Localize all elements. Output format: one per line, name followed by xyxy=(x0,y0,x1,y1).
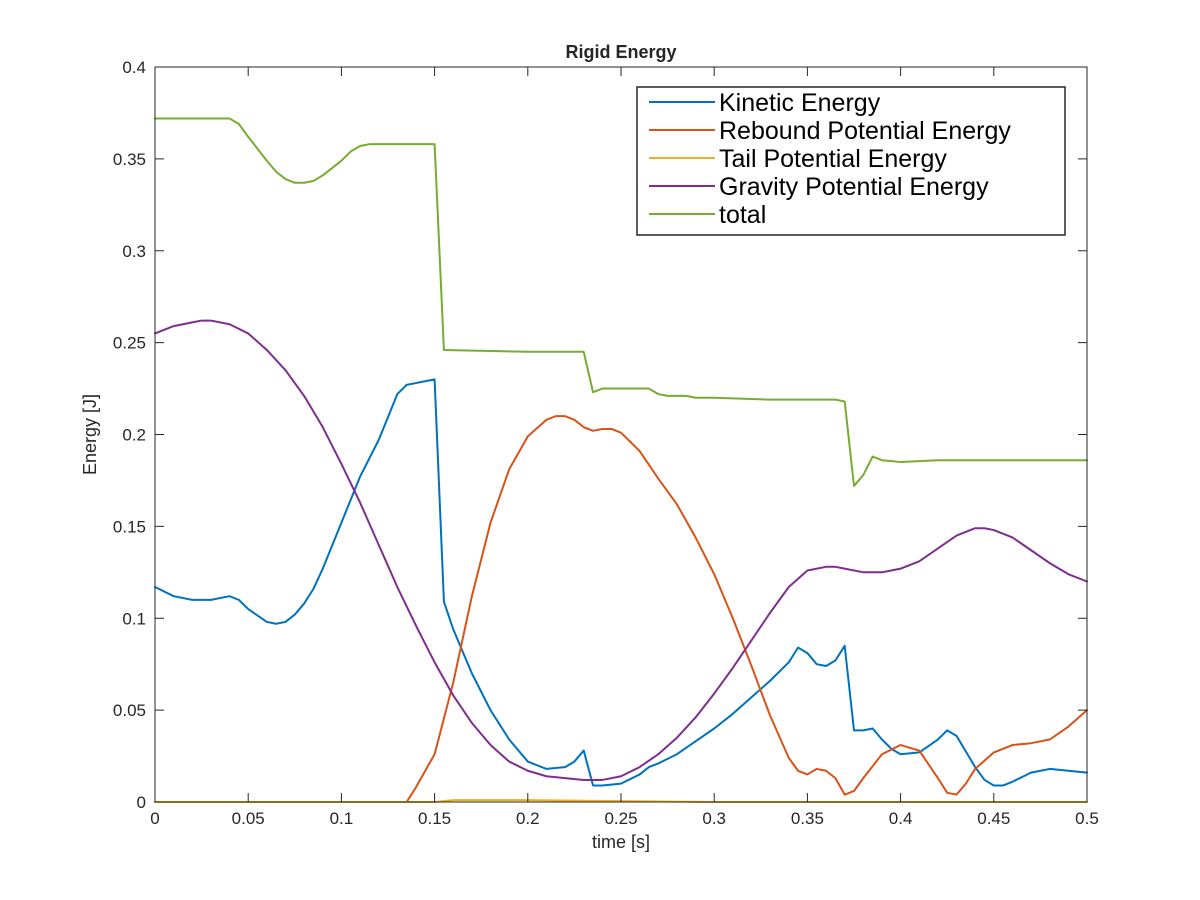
x-tick-label: 0.45 xyxy=(977,809,1010,828)
x-tick-label: 0.05 xyxy=(232,809,265,828)
y-tick-label: 0.4 xyxy=(122,58,146,77)
series-line-1 xyxy=(154,415,1088,803)
legend-box xyxy=(636,86,1066,236)
legend-label-0: Kinetic Energy xyxy=(719,89,881,117)
x-tick-label: 0.3 xyxy=(702,809,726,828)
chart-title: Rigid Energy xyxy=(565,42,676,62)
series-line-0 xyxy=(154,378,1088,787)
legend-label-3: Gravity Potential Energy xyxy=(719,173,989,201)
y-tick-label: 0.25 xyxy=(113,334,146,353)
y-tick-label: 0 xyxy=(137,793,146,812)
y-tick-label: 0.2 xyxy=(122,426,146,445)
legend-label-1: Rebound Potential Energy xyxy=(719,117,1011,145)
x-tick-label: 0 xyxy=(150,809,159,828)
x-tick-label: 0.25 xyxy=(604,809,637,828)
y-axis-title: Energy [J] xyxy=(80,394,100,475)
x-tick-label: 0.2 xyxy=(516,809,540,828)
y-tick-label: 0.1 xyxy=(122,609,146,628)
x-axis-title: time [s] xyxy=(592,832,650,852)
series-line-4 xyxy=(154,117,1088,487)
axes-layer: 0 0.05 0.1 0.15 0.2 0.25 0.3 0.35 0.4 0.45 0.5 0 0.0… xyxy=(113,58,1099,828)
y-tick-label: 0.35 xyxy=(113,150,146,169)
legend-label-2: Tail Potential Energy xyxy=(719,145,947,173)
series-line-3 xyxy=(154,319,1088,781)
y-tick-label: 0.05 xyxy=(113,701,146,720)
x-tick-label: 0.5 xyxy=(1075,809,1099,828)
y-tick-label: 0.15 xyxy=(113,517,146,536)
x-tick-label: 0.35 xyxy=(791,809,824,828)
x-tick-label: 0.15 xyxy=(418,809,451,828)
y-tick-label: 0.3 xyxy=(122,242,146,261)
x-tick-label: 0.4 xyxy=(889,809,913,828)
legend-label-4: total xyxy=(719,201,766,229)
x-tick-label: 0.1 xyxy=(330,809,354,828)
